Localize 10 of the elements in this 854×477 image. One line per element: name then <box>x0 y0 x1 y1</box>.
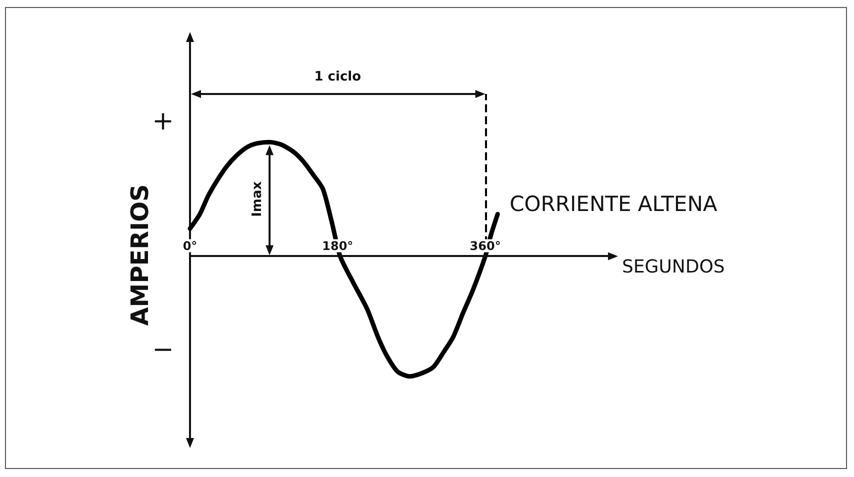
x-tick-label: 180° <box>322 239 354 254</box>
annotation: Imax <box>250 180 266 217</box>
y-axis-title: AMPERIOS <box>126 184 154 326</box>
text: + <box>152 106 174 137</box>
text: − <box>152 334 174 365</box>
x-tick-label: 0° <box>182 239 198 254</box>
x-tick-label: 360° <box>470 239 501 254</box>
x-axis-title: SEGUNDOS <box>622 256 725 278</box>
series-label: CORRIENTE ALTENA <box>510 192 718 216</box>
text: 1 ciclo <box>314 70 362 85</box>
